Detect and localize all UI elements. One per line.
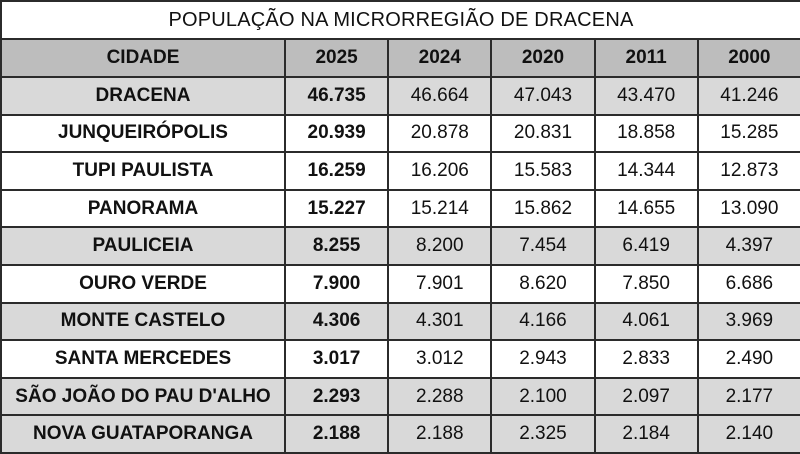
table-row: JUNQUEIRÓPOLIS 20.939 20.878 20.831 18.858 15… [0, 113, 800, 154]
population-cell-2000: 15.285 [696, 113, 800, 154]
header-cidade: CIDADE [0, 38, 286, 78]
population-cell-2000: 41.246 [696, 76, 800, 116]
city-name-cell: TUPI PAULISTA [0, 151, 286, 191]
table-row: NOVA GUATAPORANGA 2.188 2.188 2.325 2.184 2.1… [0, 414, 800, 454]
city-name-cell: PANORAMA [0, 188, 286, 229]
population-cell-2024: 16.206 [387, 151, 493, 191]
population-cell-2020: 47.043 [490, 76, 596, 116]
city-name-cell: NOVA GUATAPORANGA [0, 414, 286, 454]
population-cell-2011: 43.470 [593, 76, 699, 116]
population-cell-2000: 2.490 [696, 339, 800, 379]
population-cell-2025: 16.259 [283, 151, 390, 191]
table-row: MONTE CASTELO 4.306 4.301 4.166 4.061 3.969 [0, 301, 800, 342]
table-row: SÃO JOÃO DO PAU D'ALHO 2.293 2.288 2.100 2.0… [0, 376, 800, 417]
population-cell-2011: 14.344 [593, 151, 699, 191]
city-name-cell: OURO VERDE [0, 263, 286, 304]
population-cell-2011: 18.858 [593, 113, 699, 154]
population-cell-2000: 4.397 [696, 226, 800, 266]
population-cell-2025: 8.255 [283, 226, 390, 266]
table-row: OURO VERDE 7.900 7.901 8.620 7.850 6.686 [0, 263, 800, 304]
city-name-cell: SANTA MERCEDES [0, 339, 286, 379]
population-cell-2000: 2.177 [696, 376, 800, 417]
population-cell-2024: 2.188 [387, 414, 493, 454]
city-name-cell: JUNQUEIRÓPOLIS [0, 113, 286, 154]
population-cell-2024: 46.664 [387, 76, 493, 116]
table-row: PAULICEIA 8.255 8.200 7.454 6.419 4.397 [0, 226, 800, 266]
population-cell-2025: 2.293 [283, 376, 390, 417]
city-name-cell: DRACENA [0, 76, 286, 116]
population-cell-2011: 2.097 [593, 376, 699, 417]
population-cell-2000: 6.686 [696, 263, 800, 304]
population-cell-2020: 8.620 [490, 263, 596, 304]
population-cell-2020: 15.583 [490, 151, 596, 191]
population-cell-2011: 14.655 [593, 188, 699, 229]
population-cell-2020: 7.454 [490, 226, 596, 266]
population-cell-2024: 15.214 [387, 188, 493, 229]
population-cell-2011: 7.850 [593, 263, 699, 304]
population-cell-2011: 4.061 [593, 301, 699, 342]
population-cell-2024: 4.301 [387, 301, 493, 342]
population-cell-2020: 4.166 [490, 301, 596, 342]
population-cell-2025: 15.227 [283, 188, 390, 229]
population-cell-2011: 6.419 [593, 226, 699, 266]
table-row: PANORAMA 15.227 15.214 15.862 14.655 13.090 [0, 188, 800, 229]
population-cell-2020: 20.831 [490, 113, 596, 154]
table-row: SANTA MERCEDES 3.017 3.012 2.943 2.833 2.490 [0, 339, 800, 379]
population-cell-2000: 12.873 [696, 151, 800, 191]
population-cell-2020: 2.943 [490, 339, 596, 379]
population-cell-2020: 15.862 [490, 188, 596, 229]
header-2000: 2000 [696, 38, 800, 78]
population-cell-2000: 13.090 [696, 188, 800, 229]
table-row: DRACENA 46.735 46.664 47.043 43.470 41.246 [0, 76, 800, 116]
header-2025: 2025 [283, 38, 390, 78]
header-2020: 2020 [490, 38, 596, 78]
population-cell-2024: 3.012 [387, 339, 493, 379]
population-cell-2011: 2.833 [593, 339, 699, 379]
population-cell-2000: 2.140 [696, 414, 800, 454]
city-name-cell: PAULICEIA [0, 226, 286, 266]
table-title-row: POPULAÇÃO NA MICRORREGIÃO DE DRACENA [0, 0, 800, 40]
population-cell-2025: 4.306 [283, 301, 390, 342]
table-row: TUPI PAULISTA 16.259 16.206 15.583 14.344 12.… [0, 151, 800, 191]
table-title: POPULAÇÃO NA MICRORREGIÃO DE DRACENA [0, 0, 800, 40]
population-cell-2024: 8.200 [387, 226, 493, 266]
table-header-row: CIDADE 2025 2024 2020 2011 2000 [0, 38, 800, 78]
population-cell-2024: 20.878 [387, 113, 493, 154]
population-cell-2025: 7.900 [283, 263, 390, 304]
header-2024: 2024 [387, 38, 493, 78]
population-cell-2011: 2.184 [593, 414, 699, 454]
city-name-cell: SÃO JOÃO DO PAU D'ALHO [0, 376, 286, 417]
population-cell-2025: 46.735 [283, 76, 390, 116]
population-cell-2025: 3.017 [283, 339, 390, 379]
population-cell-2020: 2.100 [490, 376, 596, 417]
city-name-cell: MONTE CASTELO [0, 301, 286, 342]
population-cell-2020: 2.325 [490, 414, 596, 454]
population-cell-2024: 2.288 [387, 376, 493, 417]
header-2011: 2011 [593, 38, 699, 78]
population-cell-2000: 3.969 [696, 301, 800, 342]
population-cell-2025: 20.939 [283, 113, 390, 154]
population-cell-2025: 2.188 [283, 414, 390, 454]
population-cell-2024: 7.901 [387, 263, 493, 304]
